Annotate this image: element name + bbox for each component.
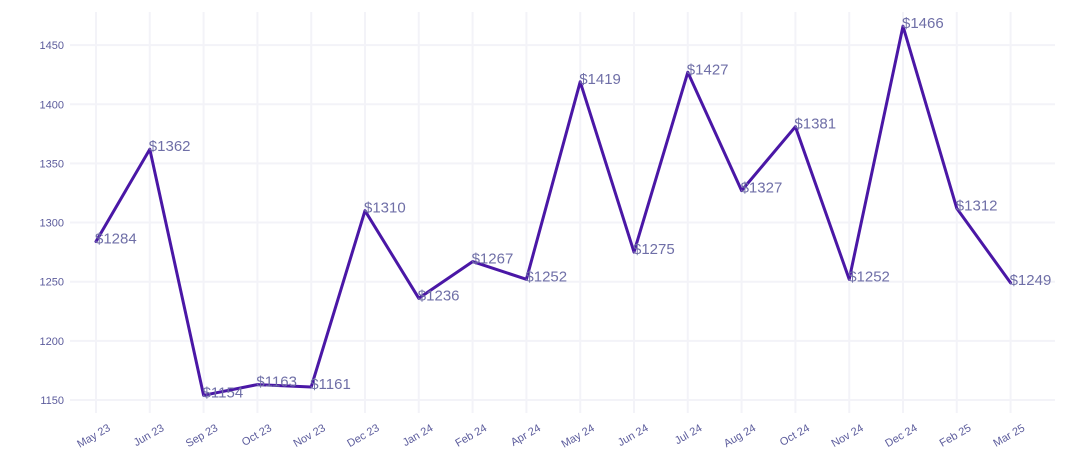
data-point-label: $1327 bbox=[741, 180, 783, 197]
x-tick-label: Jul 24 bbox=[673, 422, 704, 447]
data-point-label: $1267 bbox=[472, 251, 514, 268]
data-point-label: $1154 bbox=[203, 384, 244, 401]
horizontal-grid bbox=[70, 44, 1055, 401]
series-line bbox=[94, 24, 1013, 397]
y-tick-label: 1300 bbox=[40, 218, 64, 230]
data-point-label: $1310 bbox=[364, 200, 406, 217]
x-tick-label: Feb 25 bbox=[938, 422, 974, 450]
x-tick-label: Mar 25 bbox=[991, 422, 1027, 450]
data-point-label: $1427 bbox=[687, 61, 729, 78]
x-tick-label: Apr 24 bbox=[509, 422, 543, 449]
data-point-label: $1236 bbox=[418, 287, 460, 304]
x-tick-label: Dec 23 bbox=[345, 422, 381, 450]
point-labels: $1284 $1362 $1154 $1163 $1161 $1310 $1236 $1267… bbox=[95, 15, 1051, 401]
x-tick-label: Nov 23 bbox=[292, 422, 328, 450]
data-point-label: $1252 bbox=[848, 268, 890, 285]
y-tick-label: 1150 bbox=[40, 395, 64, 407]
data-point-label: $1252 bbox=[525, 268, 567, 285]
x-tick-label: Jun 23 bbox=[132, 422, 167, 449]
data-point-label: $1381 bbox=[794, 116, 836, 133]
x-axis-ticks: May 23 Jun 23 Sep 23 Oct 23 Nov 23 Dec 23 Jan … bbox=[75, 422, 1027, 450]
x-tick-label: May 23 bbox=[75, 422, 112, 450]
x-tick-label: Oct 24 bbox=[778, 422, 812, 449]
data-point-label: $1419 bbox=[579, 71, 621, 88]
x-tick-label: Feb 24 bbox=[453, 422, 489, 450]
data-point-label: $1284 bbox=[95, 230, 137, 247]
y-tick-label: 1400 bbox=[40, 99, 64, 111]
y-tick-label: 1200 bbox=[40, 336, 64, 348]
data-point-label: $1466 bbox=[902, 15, 944, 32]
y-tick-label: 1350 bbox=[40, 158, 64, 170]
data-point-label: $1163 bbox=[256, 374, 297, 391]
x-tick-label: Jun 24 bbox=[616, 422, 651, 449]
data-point-label: $1312 bbox=[956, 197, 998, 214]
y-axis-ticks: 1150 1200 1250 1300 1350 1400 1450 bbox=[40, 40, 64, 407]
data-point-label: $1362 bbox=[149, 138, 191, 155]
vertical-grid bbox=[95, 12, 1012, 413]
x-tick-label: Sep 23 bbox=[184, 422, 220, 450]
y-tick-label: 1450 bbox=[40, 40, 64, 52]
x-tick-label: Aug 24 bbox=[722, 422, 758, 450]
data-point-label: $1275 bbox=[633, 241, 675, 258]
data-point-label: $1249 bbox=[1010, 272, 1052, 289]
data-point-label: $1161 bbox=[310, 376, 351, 393]
x-tick-label: May 24 bbox=[559, 422, 596, 450]
x-tick-label: Oct 23 bbox=[240, 422, 274, 449]
x-tick-label: Dec 24 bbox=[883, 422, 919, 450]
x-tick-label: Jan 24 bbox=[401, 422, 436, 449]
y-tick-label: 1250 bbox=[40, 277, 64, 289]
x-tick-label: Nov 24 bbox=[830, 422, 866, 450]
